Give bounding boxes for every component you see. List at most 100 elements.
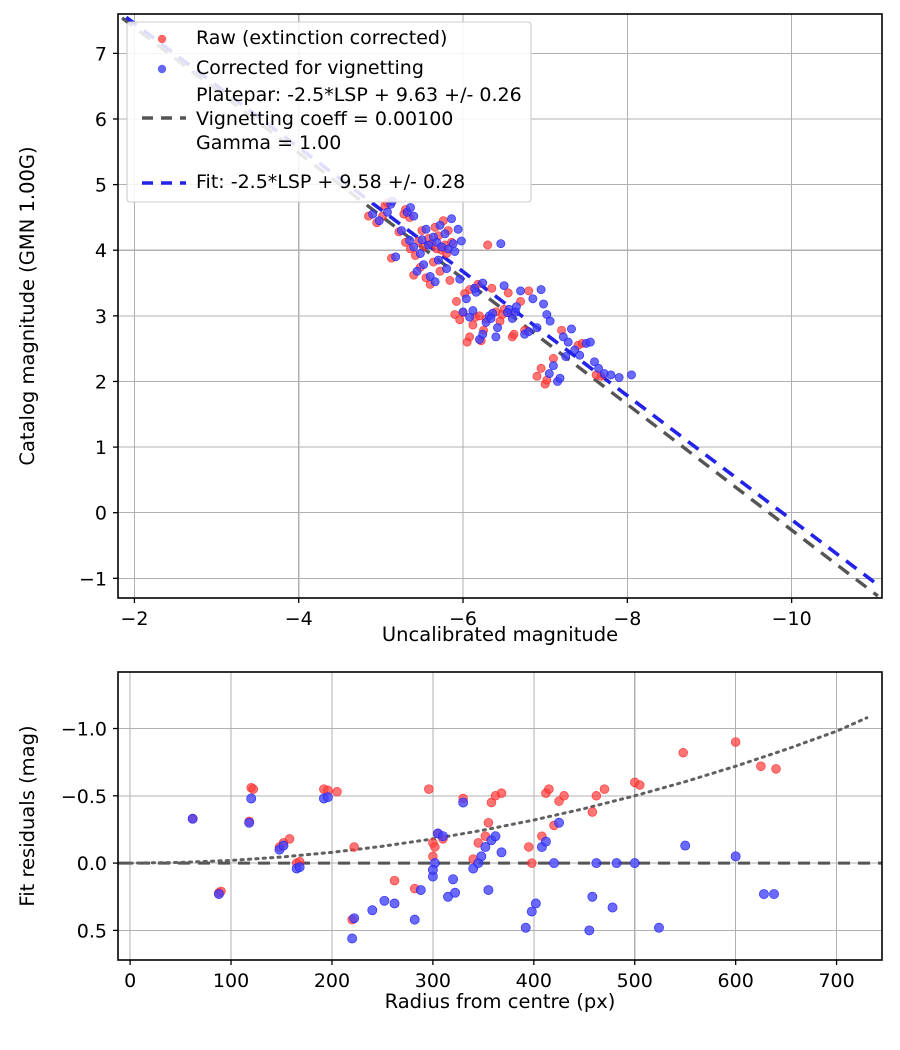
data-point xyxy=(554,817,564,828)
legend-label: Fit: -2.5*LSP + 9.58 +/- 0.28 xyxy=(196,171,465,193)
data-point xyxy=(635,780,645,790)
data-point xyxy=(322,792,333,803)
data-point xyxy=(548,361,558,371)
data-point xyxy=(412,266,422,276)
data-point xyxy=(409,914,420,925)
data-point xyxy=(430,842,440,852)
data-point xyxy=(524,842,534,852)
data-point xyxy=(465,332,475,342)
data-point xyxy=(758,889,769,900)
legend-entries[interactable]: Raw (extinction corrected) Corrected for … xyxy=(142,27,522,193)
data-point xyxy=(368,209,378,219)
yaxis-label-top: Catalog magnitude (GMN 1.00G) xyxy=(16,146,39,465)
data-point xyxy=(246,793,257,804)
xtick-label: 0 xyxy=(124,970,136,992)
reference-lines-bottom xyxy=(118,716,882,865)
data-point xyxy=(379,895,390,906)
xtick-label: 700 xyxy=(818,970,854,992)
data-point xyxy=(509,329,519,339)
data-point xyxy=(563,337,573,347)
data-point xyxy=(450,887,461,898)
data-point xyxy=(487,283,497,293)
data-point xyxy=(584,925,595,936)
data-point xyxy=(526,906,537,917)
data-point xyxy=(516,286,525,296)
legend-label: Corrected for vignetting xyxy=(196,57,424,79)
data-point xyxy=(187,813,198,824)
data-point xyxy=(284,834,295,844)
ytick-label: 0.5 xyxy=(77,920,107,942)
data-point xyxy=(528,294,538,304)
data-point xyxy=(585,337,595,347)
ytick-label: 3 xyxy=(95,306,107,328)
data-point xyxy=(405,235,415,245)
data-point xyxy=(587,891,598,902)
data-point xyxy=(455,315,465,325)
data-point xyxy=(468,320,478,330)
data-point xyxy=(591,791,602,801)
ytick-label: 0.0 xyxy=(77,853,107,875)
legend-background xyxy=(126,21,532,203)
data-point xyxy=(442,264,452,274)
data-point xyxy=(730,737,741,747)
data-point xyxy=(278,840,289,851)
data-point xyxy=(502,308,512,318)
xtick-label: −4 xyxy=(285,608,313,630)
fit-residuals-axes: 0 100 200 300 400 500 600 700 0.5 0.0 −0.5 −1.0 Rad… xyxy=(16,671,883,1013)
xtick-label: −6 xyxy=(449,608,477,630)
data-point xyxy=(349,913,360,924)
data-point xyxy=(756,761,766,771)
data-point xyxy=(332,787,342,797)
data-point xyxy=(383,207,392,217)
ytick-label: 5 xyxy=(95,175,107,197)
data-point xyxy=(524,286,534,296)
legend-item-0[interactable]: Raw (extinction corrected) xyxy=(157,27,448,49)
data-point xyxy=(491,332,501,342)
data-point xyxy=(438,831,448,842)
data-point xyxy=(476,851,487,862)
data-point xyxy=(511,307,521,317)
data-point xyxy=(611,858,622,869)
data-point xyxy=(440,229,450,239)
data-point xyxy=(347,933,358,944)
data-point xyxy=(480,842,491,852)
data-point xyxy=(544,784,554,794)
tick-marks-top xyxy=(113,52,793,603)
legend-label: Vignetting coeff = 0.00100 xyxy=(196,108,453,130)
legend-marker-dot xyxy=(157,64,167,74)
legend-top[interactable]: Raw (extinction corrected) Corrected for … xyxy=(126,21,532,203)
data-point xyxy=(349,842,359,852)
legend-item-3[interactable]: Fit: -2.5*LSP + 9.58 +/- 0.28 xyxy=(142,171,465,193)
legend-item-2[interactable]: Platepar: -2.5*LSP + 9.63 +/- 0.26Vignet… xyxy=(142,84,522,154)
xtick-label: 300 xyxy=(415,970,451,992)
data-point xyxy=(520,922,531,933)
xtick-label: 200 xyxy=(314,970,350,992)
data-point xyxy=(483,817,494,828)
ytick-label: 6 xyxy=(95,109,107,131)
data-point xyxy=(539,299,548,309)
yaxis-label-bottom: Fit residuals (mag) xyxy=(16,725,39,906)
ytick-label: 7 xyxy=(95,43,107,65)
xtick-label: 400 xyxy=(516,970,552,992)
data-point xyxy=(458,307,468,317)
data-point xyxy=(575,350,585,360)
data-point xyxy=(453,224,463,234)
data-point xyxy=(524,327,534,337)
data-point xyxy=(730,851,741,862)
data-point xyxy=(458,797,469,808)
ytick-label: −0.5 xyxy=(61,786,107,808)
legend-item-1[interactable]: Corrected for vignetting xyxy=(157,57,424,79)
data-point xyxy=(406,203,415,213)
data-point xyxy=(527,858,537,868)
data-point xyxy=(549,858,559,869)
data-point xyxy=(430,277,440,287)
data-point xyxy=(452,296,461,306)
data-point xyxy=(496,788,507,798)
data-point xyxy=(599,784,610,794)
data-point xyxy=(419,260,429,270)
ytick-label: 1 xyxy=(95,437,107,459)
data-point xyxy=(490,831,501,842)
xtick-label: 100 xyxy=(213,970,249,992)
data-point xyxy=(424,784,434,794)
